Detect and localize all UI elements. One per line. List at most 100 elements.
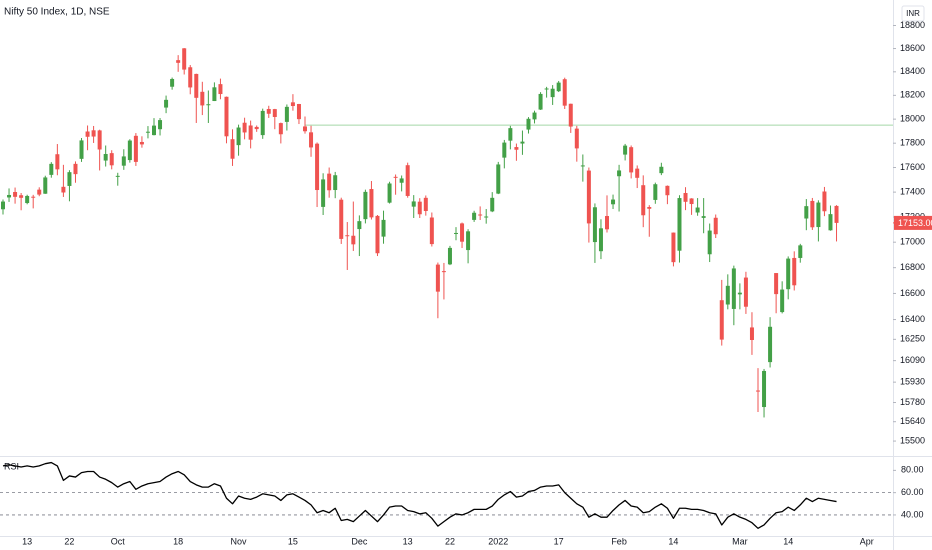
y-tick-label: 15780 [900, 397, 925, 407]
candle-body [550, 88, 555, 98]
candle-body [7, 194, 12, 198]
candle-body [145, 131, 150, 133]
candle-body [556, 82, 561, 92]
candle-body [574, 128, 579, 149]
candle-body [49, 163, 54, 175]
y-tick-label: 16800 [900, 262, 925, 272]
candle-body [260, 110, 265, 136]
currency-box[interactable] [901, 5, 925, 22]
x-tick-label: 14 [783, 536, 793, 546]
candle-body [290, 102, 295, 107]
candle-body [369, 189, 374, 218]
last-price-box [894, 215, 932, 230]
candle-body [713, 217, 718, 235]
candle-body [182, 48, 187, 70]
x-tick-label: 13 [403, 536, 413, 546]
y-tick-label: 17000 [900, 237, 925, 247]
candle-body [659, 166, 664, 174]
candle-body [641, 185, 646, 216]
candle-body [580, 165, 585, 167]
candle-body [441, 271, 446, 273]
candle-body [357, 221, 362, 230]
candle-body [133, 135, 138, 162]
candle-body [375, 215, 380, 254]
candle-body [115, 175, 120, 177]
rsi-tick-label: 60.00 [901, 487, 924, 497]
candle-body [478, 214, 483, 216]
candle-body [194, 73, 199, 98]
candle-body [828, 214, 833, 231]
candle-body [236, 127, 241, 146]
candle-body [387, 183, 392, 203]
candle-body [212, 87, 217, 102]
candle-body [315, 143, 320, 191]
x-tick-label: 22 [445, 536, 455, 546]
x-tick-label: 15 [288, 536, 298, 546]
candle-body [351, 235, 356, 245]
candle-body [188, 67, 193, 88]
candle-body [139, 141, 144, 145]
candle-body [786, 258, 791, 290]
candle-body [321, 179, 326, 207]
y-tick-label: 17400 [900, 186, 925, 196]
candle-body [768, 326, 773, 363]
candle-body [598, 228, 603, 252]
candle-body [327, 173, 332, 191]
candle-body [411, 201, 416, 207]
y-tick-label: 16600 [900, 288, 925, 298]
candle-body [502, 142, 507, 158]
candle-body [586, 170, 591, 224]
x-tick-label: Oct [111, 536, 126, 546]
y-tick-label: 18400 [900, 66, 925, 76]
candle-body [43, 177, 48, 194]
candle-body [689, 198, 694, 205]
currency-label[interactable]: INR [906, 9, 920, 18]
candle-body [55, 154, 60, 170]
candle-body [363, 191, 368, 220]
candle-body [677, 198, 682, 251]
candle-body [242, 122, 247, 133]
candle-body [484, 216, 489, 218]
y-tick-label: 15640 [900, 416, 925, 426]
candle-body [25, 195, 30, 204]
candle-body [671, 232, 676, 263]
candle-body [774, 273, 779, 295]
chart-title: Nifty 50 Index, 1D, NSE [4, 7, 110, 18]
candle-body [97, 130, 102, 150]
candle-body [61, 186, 66, 193]
candle-body [635, 168, 640, 178]
candle-body [103, 153, 108, 161]
candle-body [333, 175, 338, 191]
candle-body [170, 78, 175, 87]
y-tick-label: 18800 [900, 20, 925, 30]
candle-body [707, 230, 712, 255]
x-tick-label: 13 [22, 536, 32, 546]
y-tick-label: 17800 [900, 138, 925, 148]
candle-body [91, 130, 96, 137]
candle-body [810, 200, 815, 228]
x-tick-label: 18 [173, 536, 183, 546]
candle-body [538, 93, 543, 110]
candle-body [79, 140, 84, 159]
candle-body [629, 147, 634, 173]
candle-body [127, 140, 132, 161]
candle-body [514, 147, 519, 150]
candle-body [278, 123, 283, 135]
y-tick-label: 15930 [900, 377, 925, 387]
candle-body [218, 84, 223, 95]
candle-body [284, 106, 289, 122]
candle-body [447, 247, 452, 265]
candle-body [780, 289, 785, 313]
rsi-line [2, 461, 837, 529]
candle-body [266, 108, 271, 114]
candle-body [623, 145, 628, 155]
candle-body [423, 197, 428, 212]
x-tick-label: 2022 [488, 536, 508, 546]
candle-body [719, 300, 724, 340]
candle-body [454, 232, 458, 234]
y-tick-label: 15500 [900, 435, 925, 445]
x-tick-label: 17 [554, 536, 564, 546]
candle-body [756, 390, 760, 392]
